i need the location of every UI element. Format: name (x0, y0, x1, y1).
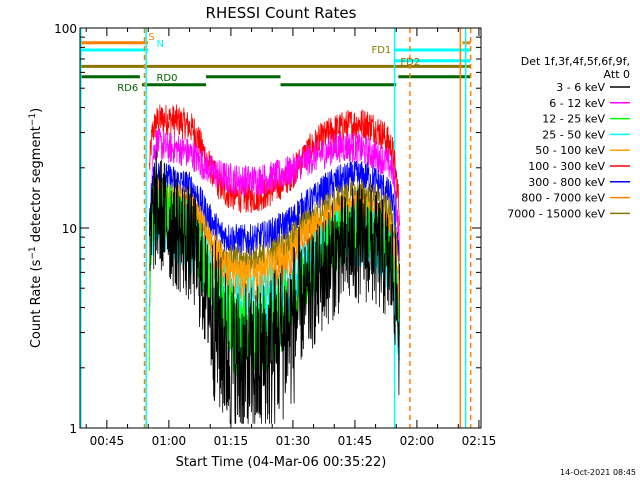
flag-label-fd1: FD1 (371, 45, 391, 56)
legend-entry-label: 300 - 800 keV (528, 176, 605, 189)
x-tick-label: 01:00 (152, 434, 187, 448)
plot-frame (79, 27, 482, 429)
legend: Det 1f,3f,4f,5f,6f,9f,Att 03 - 6 keV 6 - … (507, 55, 630, 220)
legend-entry-label: 25 - 50 keV (542, 128, 605, 141)
legend-entry-label: 100 - 300 keV (528, 160, 605, 173)
series-line-3-6-kev (149, 150, 400, 425)
chart-title: RHESSI Count Rates (206, 4, 357, 22)
flag-label-rd6: RD6 (117, 83, 138, 94)
y-tick-label: 100 (54, 22, 77, 36)
flag-label-s: S (148, 32, 154, 43)
x-tick-label: 01:15 (214, 434, 249, 448)
x-tick-label: 02:00 (400, 434, 435, 448)
series-line-6-12-kev (149, 127, 400, 307)
x-tick-label: 01:45 (338, 434, 373, 448)
legend-entry-label: 6 - 12 keV (549, 97, 605, 110)
legend-header-line: Att 0 (604, 68, 630, 81)
x-axis-label: Start Time (04-Mar-06 00:35:22) (176, 455, 387, 470)
legend-entry-label: 7000 - 15000 keV (507, 207, 605, 220)
flag-label-rd0: RD0 (156, 73, 177, 84)
y-tick-label: 1 (69, 422, 77, 436)
legend-entry-label: 3 - 6 keV (556, 81, 605, 94)
x-tick-label: 01:30 (276, 434, 311, 448)
legend-entry-label: 12 - 25 keV (542, 113, 605, 126)
flag-label-fd2: FD2 (400, 57, 420, 68)
plot-area: SN FD1 FD2 RD0 RD6 (80, 28, 472, 428)
x-tick-label: 00:45 (90, 434, 125, 448)
flag-label-n: N (156, 39, 163, 50)
legend-entry-label: 50 - 100 keV (535, 144, 605, 157)
legend-header-line: Det 1f,3f,4f,5f,6f,9f, (521, 55, 630, 68)
axes: 00:45 01:00 01:15 01:30 01:45 02:00 02:15 1 10 10… (54, 22, 496, 448)
legend-entry-label: 800 - 7000 keV (521, 192, 605, 205)
y-tick-label: 10 (62, 222, 77, 236)
y-axis-label: Count Rate (s−1 detector segment−1) (28, 108, 44, 348)
generation-timestamp: 14-Oct-2021 08:45 (560, 468, 636, 477)
x-tick-label: 02:15 (462, 434, 497, 448)
